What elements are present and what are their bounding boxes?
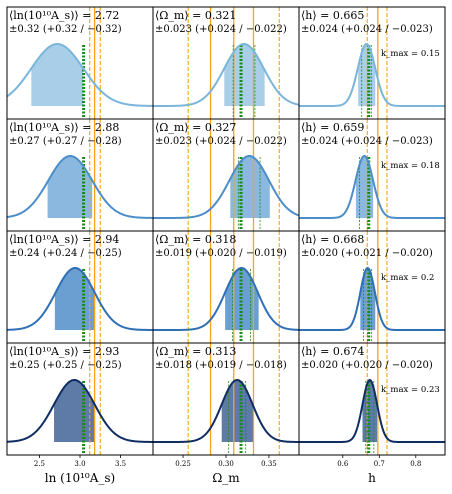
posterior-curve xyxy=(299,155,445,219)
x-tick-label: 0.6 xyxy=(337,460,349,468)
posterior-curve xyxy=(299,379,445,443)
mean-label: ⟨h⟩ = 0.665 xyxy=(301,9,364,22)
mean-label: ⟨h⟩ = 0.659 xyxy=(301,121,364,134)
x-tick-label: 3.0 xyxy=(74,460,85,468)
error-label: ±0.018 (+0.019 / −0.018) xyxy=(155,360,287,371)
error-label: ±0.024 (+0.024 / −0.023) xyxy=(301,136,433,147)
x-tick-label: 0.35 xyxy=(261,460,277,468)
error-label: ±0.019 (+0.020 / −0.019) xyxy=(155,248,287,259)
error-label: ±0.020 (+0.021 / −0.020) xyxy=(301,248,433,259)
x-axis-label: Ω_m xyxy=(212,471,240,485)
x-tick-label: 2.5 xyxy=(34,460,45,468)
panel-r3-lnAs: ⟨ln(10¹⁰A_s)⟩ = 2.94 ±0.24 (+0.24 / −0.25… xyxy=(6,230,154,344)
credible-band xyxy=(54,268,95,330)
panel-r2-lnAs: ⟨ln(10¹⁰A_s)⟩ = 2.88 ±0.27 (+0.27 / −0.28… xyxy=(6,118,154,232)
posterior-curve xyxy=(153,379,299,443)
credible-band xyxy=(31,44,84,106)
error-label: ±0.020 (+0.020 / −0.020) xyxy=(301,360,433,371)
panel-r3-h: ⟨h⟩ = 0.668 ±0.020 (+0.021 / −0.020) k_max… xyxy=(298,230,446,344)
mean-label: ⟨ln(10¹⁰A_s)⟩ = 2.93 xyxy=(9,345,119,358)
mean-label: ⟨Ω_m⟩ = 0.321 xyxy=(155,9,236,22)
error-label: ±0.32 (+0.32 / −0.32) xyxy=(9,24,122,35)
panel-r1-h: ⟨h⟩ = 0.665 ±0.024 (+0.024 / −0.023) k_max… xyxy=(298,6,446,120)
panel-r2-h: ⟨h⟩ = 0.659 ±0.024 (+0.024 / −0.023) k_max… xyxy=(298,118,446,232)
panel-r3-Omega_m: ⟨Ω_m⟩ = 0.318 ±0.019 (+0.020 / −0.019) xyxy=(152,230,300,344)
kmax-label: k_max = 0.15 xyxy=(381,49,440,59)
credible-band xyxy=(221,380,254,442)
error-label: ±0.25 (+0.25 / −0.25) xyxy=(9,360,122,371)
mean-label: ⟨h⟩ = 0.668 xyxy=(301,233,364,246)
kmax-label: k_max = 0.23 xyxy=(381,385,440,395)
posterior-curve xyxy=(153,267,300,331)
posterior-curve xyxy=(6,378,154,443)
error-label: ±0.023 (+0.024 / −0.022) xyxy=(155,24,287,35)
mean-label: ⟨Ω_m⟩ = 0.327 xyxy=(155,121,236,134)
panel-r4-lnAs: ⟨ln(10¹⁰A_s)⟩ = 2.93 ±0.25 (+0.25 / −0.25… xyxy=(6,342,154,485)
kmax-label: k_max = 0.2 xyxy=(381,273,434,283)
posterior-curve xyxy=(299,266,445,331)
panel-r4-Omega_m: ⟨Ω_m⟩ = 0.313 ±0.018 (+0.019 / −0.018) 0.2… xyxy=(152,342,300,485)
x-tick-label: 3.5 xyxy=(115,460,126,468)
posterior-curve xyxy=(153,42,300,107)
x-tick-label: 0.25 xyxy=(175,460,191,468)
credible-band xyxy=(47,156,93,218)
credible-band xyxy=(54,380,95,442)
error-label: ±0.024 (+0.024 / −0.023) xyxy=(301,24,433,35)
kmax-label: k_max = 0.18 xyxy=(381,161,440,171)
credible-band xyxy=(224,44,265,106)
panel-r1-lnAs: ⟨ln(10¹⁰A_s)⟩ = 2.72 ±0.32 (+0.32 / −0.32… xyxy=(6,6,154,120)
posterior-curve xyxy=(6,154,153,219)
error-label: ±0.24 (+0.24 / −0.25) xyxy=(9,248,122,259)
x-tick-label: 0.30 xyxy=(218,460,234,468)
error-label: ±0.27 (+0.27 / −0.28) xyxy=(9,136,122,147)
panel-r4-h: ⟨h⟩ = 0.674 ±0.020 (+0.020 / −0.020) k_max… xyxy=(298,342,446,485)
x-axis-label: h xyxy=(368,471,376,485)
mean-label: ⟨Ω_m⟩ = 0.318 xyxy=(155,233,236,246)
mean-label: ⟨ln(10¹⁰A_s)⟩ = 2.94 xyxy=(9,233,119,246)
posterior-curve xyxy=(153,154,300,219)
error-label: ±0.023 (+0.024 / −0.022) xyxy=(155,136,287,147)
mean-label: ⟨ln(10¹⁰A_s)⟩ = 2.88 xyxy=(9,121,119,134)
mean-label: ⟨h⟩ = 0.674 xyxy=(301,345,364,358)
posterior-curve xyxy=(6,266,153,331)
mean-label: ⟨Ω_m⟩ = 0.313 xyxy=(155,345,236,358)
x-axis-label: ln (10¹⁰A_s) xyxy=(45,471,115,485)
mean-label: ⟨ln(10¹⁰A_s)⟩ = 2.72 xyxy=(9,9,119,22)
credible-band xyxy=(230,156,270,218)
posterior-curve xyxy=(6,42,154,107)
x-tick-label: 0.8 xyxy=(410,460,421,468)
x-tick-label: 0.7 xyxy=(374,460,385,468)
panel-r2-Omega_m: ⟨Ω_m⟩ = 0.327 ±0.023 (+0.024 / −0.022) xyxy=(152,118,300,232)
panel-frame xyxy=(298,342,446,456)
posterior-curve xyxy=(299,42,445,107)
panel-r1-Omega_m: ⟨Ω_m⟩ = 0.321 ±0.023 (+0.024 / −0.022) xyxy=(152,6,300,120)
